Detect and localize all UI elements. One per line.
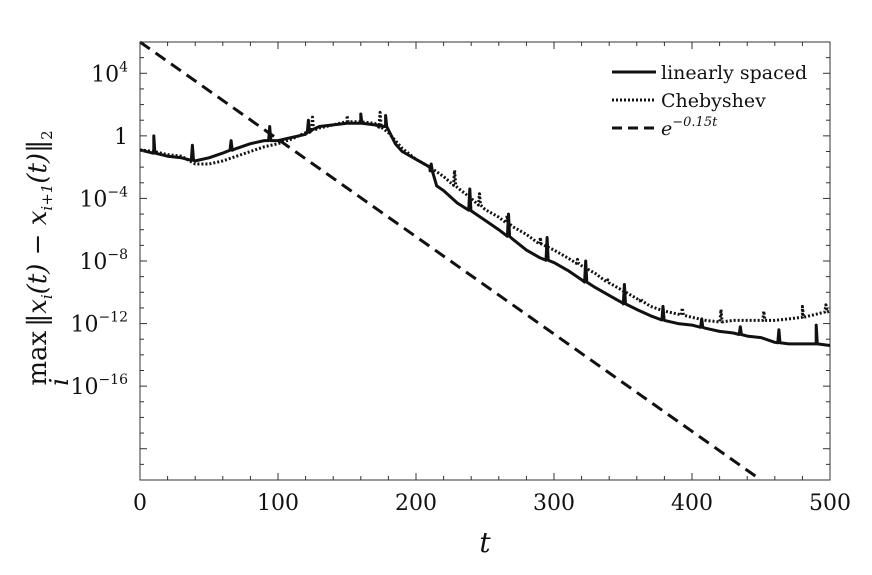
tick-layer: [139, 41, 831, 481]
x-tick-label-300: 300: [533, 491, 575, 516]
y-tick-label-1e-12: 10−12: [70, 310, 128, 338]
y-axis-label-sub-i: i: [45, 378, 75, 386]
series-line-dashed: [139, 40, 762, 482]
y-tick-label-1: 1: [114, 125, 128, 150]
y-tick-labels: 104 1 10−4 10−8 10−12 10−16: [70, 59, 128, 400]
y-tick-label-1e-4: 10−4: [79, 184, 128, 212]
legend-label-chebyshev: Chebyshev: [661, 90, 766, 112]
x-tick-label-400: 400: [671, 491, 713, 516]
y-axis-label-text: max‖xi(t) − xi+1(t)‖2: [23, 130, 56, 385]
legend: linearly spaced Chebyshev e−0.15t: [612, 62, 807, 140]
y-tick-label-1e-8: 10−8: [79, 247, 128, 275]
y-axis-label: max‖xi(t) − xi+1(t)‖2 i: [23, 130, 75, 386]
x-tick-label-500: 500: [809, 491, 851, 516]
legend-label-linearly-spaced: linearly spaced: [661, 62, 807, 84]
x-tick-label-200: 200: [395, 491, 437, 516]
series-layer: [139, 40, 831, 482]
series-line-dotted: [139, 110, 831, 324]
x-axis-label: t: [479, 526, 491, 559]
y-tick-label-1e4: 104: [91, 59, 128, 87]
x-tick-label-0: 0: [133, 491, 147, 516]
x-tick-labels: 0 100 200 300 400 500: [133, 491, 851, 516]
series-line-solid: [139, 112, 831, 347]
y-tick-label-1e-16: 10−16: [70, 372, 128, 400]
x-tick-label-100: 100: [257, 491, 299, 516]
legend-label-exponential: e−0.15t: [661, 115, 718, 140]
